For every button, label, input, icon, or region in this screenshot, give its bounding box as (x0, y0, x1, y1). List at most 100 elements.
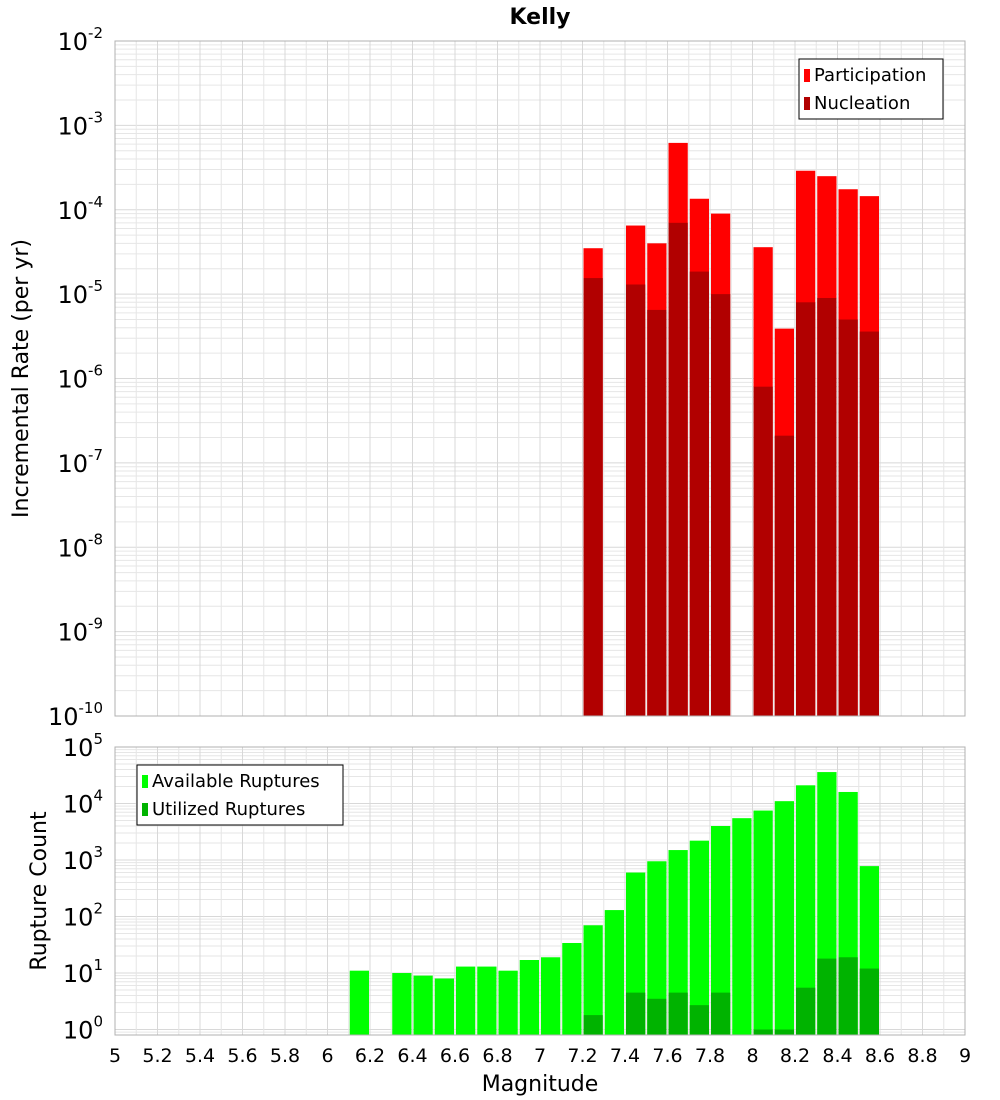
y-tick-label: 10-2 (57, 24, 103, 56)
x-tick-label: 6.2 (355, 1045, 385, 1067)
x-tick-label: 7.2 (567, 1045, 597, 1067)
bar-available-ruptures (668, 850, 688, 1035)
legend-swatch (804, 97, 810, 110)
bar-utilized-ruptures (668, 992, 688, 1035)
bar-nucleation (689, 271, 709, 716)
bar-nucleation (859, 331, 879, 716)
legend-swatch (142, 803, 148, 816)
bar-available-ruptures (498, 970, 518, 1035)
legend: Participation Nucleation (798, 58, 944, 120)
bar-utilized-ruptures (689, 1005, 709, 1035)
x-tick-label: 8.2 (780, 1045, 810, 1067)
legend-label: Utilized Ruptures (152, 799, 305, 820)
bar-nucleation (711, 294, 731, 716)
chart-title: Kelly (509, 5, 570, 30)
plot-frame (114, 746, 966, 1036)
x-tick-label: 5.2 (142, 1045, 172, 1067)
bar-nucleation (647, 309, 667, 716)
x-tick-label: 6.8 (482, 1045, 512, 1067)
y-tick-label: 10-9 (57, 615, 103, 647)
bar-nucleation (668, 222, 688, 716)
bar-available-ruptures (541, 957, 561, 1035)
bar-utilized-ruptures (583, 1015, 603, 1035)
bar-nucleation (753, 386, 773, 716)
legend-box (798, 58, 944, 120)
y-tick-label: 101 (63, 956, 103, 988)
x-tick-label: 6.6 (440, 1045, 470, 1067)
bar-available-ruptures (562, 942, 582, 1035)
legend-label: Participation (814, 65, 926, 86)
bar-nucleation (796, 302, 816, 716)
y-tick-label: 102 (63, 900, 103, 932)
legend: Available Ruptures Utilized Ruptures (136, 764, 344, 826)
y-tick-label: 10-5 (57, 277, 103, 309)
y-tick-label: 103 (63, 843, 103, 875)
x-tick-label: 5.6 (227, 1045, 257, 1067)
bar-utilized-ruptures (859, 968, 879, 1035)
bar-nucleation (626, 284, 646, 716)
x-tick-label: 8.8 (907, 1045, 937, 1067)
y-tick-label: 10-4 (57, 193, 103, 225)
bar-available-ruptures (711, 825, 731, 1035)
y-tick-label: 10-7 (57, 446, 103, 478)
bar-nucleation (774, 435, 794, 716)
bar-utilized-ruptures (838, 957, 858, 1035)
y-tick-label: 10-3 (57, 108, 103, 140)
bar-utilized-ruptures (796, 987, 816, 1035)
x-tick-label: 6.4 (397, 1045, 427, 1067)
x-tick-label: 7.4 (610, 1045, 640, 1067)
x-tick-label: 8.6 (865, 1045, 895, 1067)
bar-available-ruptures (732, 818, 752, 1035)
x-tick-label: 9 (959, 1045, 971, 1067)
bar-available-ruptures (796, 785, 816, 1035)
x-tick-label: 5.4 (185, 1045, 215, 1067)
y-axis-title: Rupture Count (27, 811, 52, 971)
bar-utilized-ruptures (647, 998, 667, 1035)
y-tick-label: 10-10 (48, 699, 103, 731)
y-tick-label: 105 (63, 730, 103, 762)
bar-available-ruptures (413, 975, 433, 1035)
bar-utilized-ruptures (626, 992, 646, 1035)
bar-available-ruptures (604, 910, 624, 1035)
bar-available-ruptures (519, 959, 539, 1035)
bar-available-ruptures (647, 861, 667, 1035)
y-tick-label: 10-8 (57, 530, 103, 562)
x-tick-label: 5.8 (270, 1045, 300, 1067)
bar-available-ruptures (392, 973, 412, 1035)
x-tick-label: 6 (321, 1045, 333, 1067)
bar-utilized-ruptures (711, 992, 731, 1035)
legend-label: Nucleation (814, 93, 910, 114)
bar-available-ruptures (434, 978, 454, 1035)
bar-available-ruptures (477, 966, 497, 1035)
x-tick-label: 8.4 (822, 1045, 852, 1067)
bar-available-ruptures (774, 801, 794, 1035)
x-axis-title: Magnitude (482, 1072, 599, 1097)
bar-available-ruptures (583, 925, 603, 1035)
bar-available-ruptures (456, 966, 476, 1035)
legend-box (136, 764, 344, 826)
bar-nucleation (817, 297, 837, 716)
bar-available-ruptures (349, 970, 369, 1035)
y-tick-label: 10-6 (57, 362, 103, 394)
bar-nucleation (838, 319, 858, 716)
x-tick-label: 8 (746, 1045, 758, 1067)
bar-available-ruptures (753, 810, 773, 1035)
bar-utilized-ruptures (817, 958, 837, 1035)
x-tick-label: 7.8 (695, 1045, 725, 1067)
bar-nucleation (583, 278, 603, 716)
legend-swatch (804, 69, 810, 82)
chart-panel-1: 10-10 10-9 10-8 10-7 10-6 10-5 10-4 10-3 10-2 Inc… (9, 5, 966, 731)
chart-panel-2: 100 101 102 103 104 105 Rupture Count 5 5.2 5.4 5.… (27, 730, 971, 1097)
y-axis-title: Incremental Rate (per yr) (9, 239, 34, 518)
plot-frame (114, 40, 966, 717)
x-tick-label: 7 (534, 1045, 546, 1067)
y-tick-label: 104 (63, 787, 103, 819)
bar-utilized-ruptures (753, 1029, 773, 1035)
bar-available-ruptures (689, 840, 709, 1035)
legend-label: Available Ruptures (152, 771, 320, 792)
x-tick-label: 7.6 (652, 1045, 682, 1067)
legend-swatch (142, 775, 148, 788)
y-tick-label: 100 (63, 1013, 103, 1045)
